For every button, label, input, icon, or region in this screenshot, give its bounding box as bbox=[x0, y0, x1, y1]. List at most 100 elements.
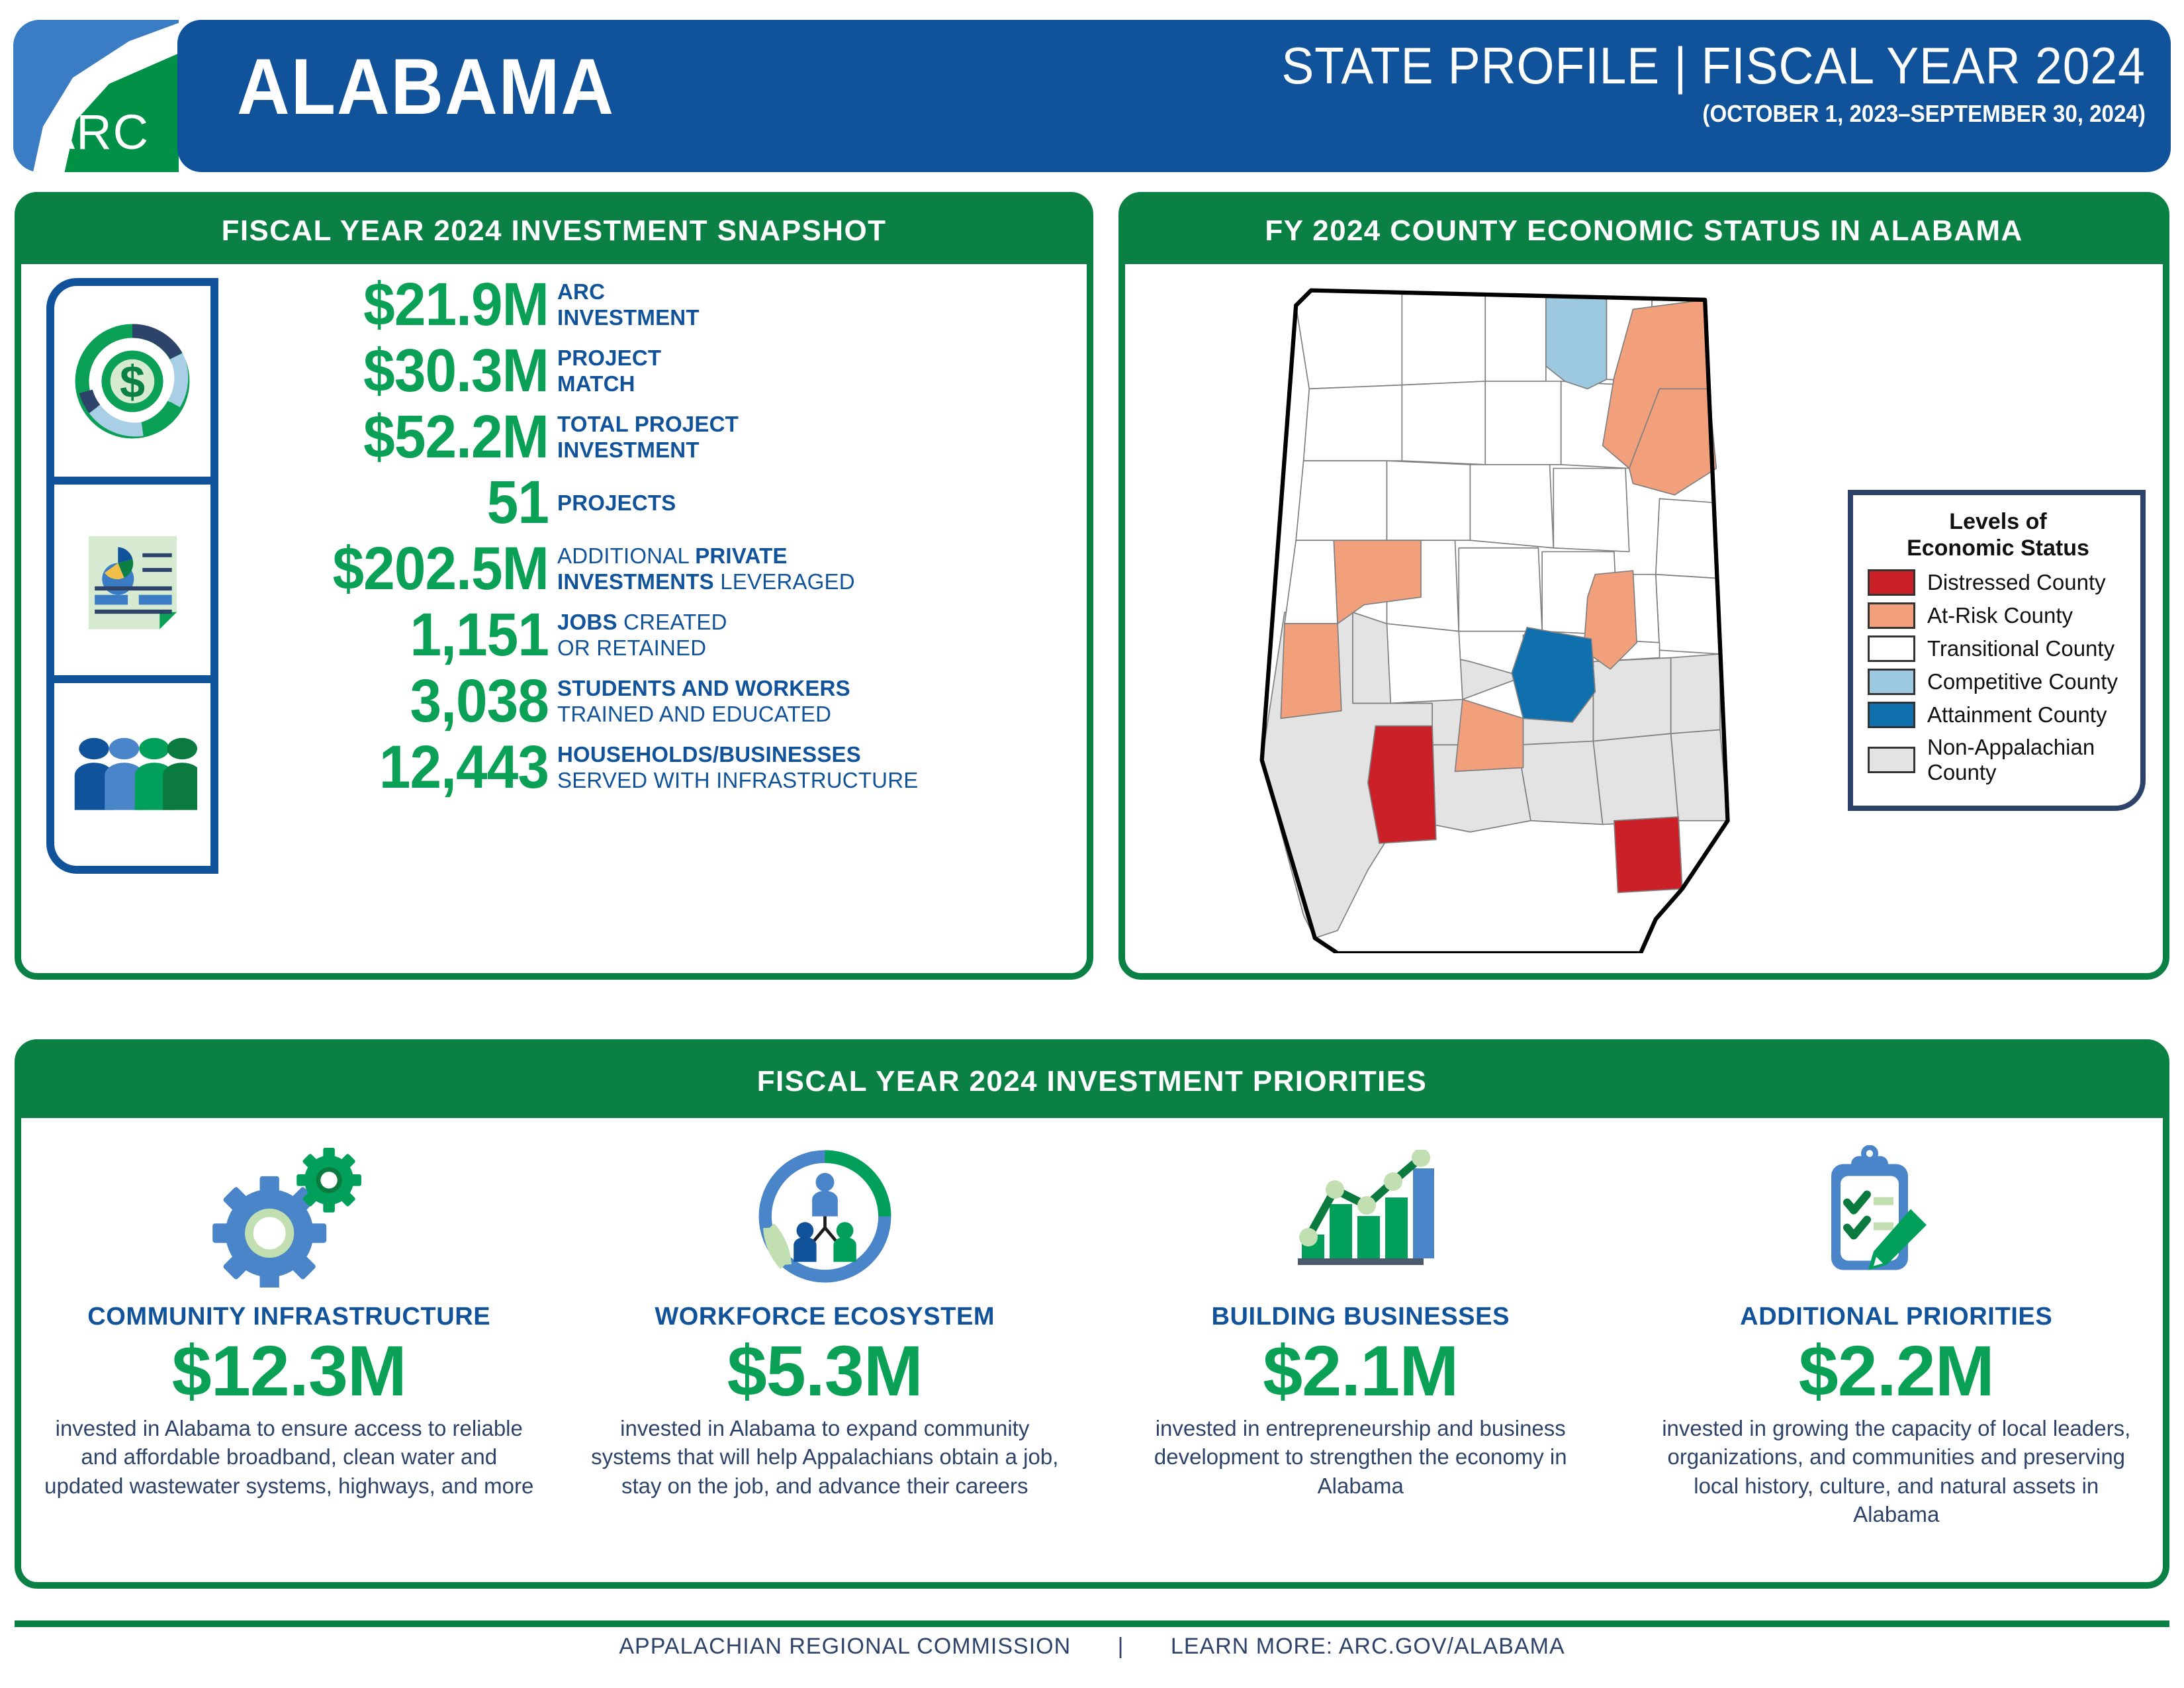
legend-swatch bbox=[1868, 669, 1915, 696]
legend-item-competitive: Competitive County bbox=[1868, 669, 2128, 696]
county-status-map-panel: FY 2024 COUNTY ECONOMIC STATUS IN ALABAM… bbox=[1118, 192, 2169, 980]
legend-swatch bbox=[1868, 569, 1915, 596]
priority-amount: $2.1M bbox=[1263, 1331, 1459, 1411]
stat-label: PROJECT MATCH bbox=[557, 346, 661, 397]
priority-card-additional-priorities: ADDITIONAL PRIORITIES $2.2M invested in … bbox=[1629, 1119, 2165, 1582]
priority-amount: $5.3M bbox=[727, 1331, 923, 1411]
page-title: ALABAMA bbox=[237, 42, 615, 131]
header-bar: ALABAMA STATE PROFILE | FISCAL YEAR 2024… bbox=[177, 20, 2171, 172]
legend-item-non-appalachian: Non-Appalachian County bbox=[1868, 735, 2128, 784]
legend-swatch bbox=[1868, 635, 1915, 663]
donut-dollar-icon-card: $ bbox=[46, 278, 218, 477]
priority-icon-wrap bbox=[1105, 1133, 1617, 1299]
page-header: ARC ALABAMA STATE PROFILE | FISCAL YEAR … bbox=[0, 20, 2184, 172]
priority-description: invested in entrepreneurship and busines… bbox=[1154, 1415, 1567, 1498]
stat-label-line2: OR RETAINED bbox=[557, 635, 707, 661]
stat-label-post: CREATED bbox=[617, 610, 727, 635]
legend-swatch bbox=[1868, 602, 1915, 630]
legend-item-transitional: Transitional County bbox=[1868, 635, 2128, 663]
header-right: STATE PROFILE | FISCAL YEAR 2024 (OCTOBE… bbox=[1226, 36, 2146, 128]
stat-label-bold: INVESTMENTS bbox=[557, 569, 714, 594]
stat-value: $21.9M bbox=[363, 271, 549, 338]
investment-priorities-panel: FISCAL YEAR 2024 INVESTMENT PRIORITIES bbox=[15, 1039, 2169, 1589]
legend-label: Transitional County bbox=[1927, 636, 2115, 661]
stat-jobs: 1,151 JOBS CREATED OR RETAINED bbox=[240, 604, 1067, 667]
legend-label: Attainment County bbox=[1927, 702, 2107, 727]
stat-label-post: LEVERAGED bbox=[713, 569, 855, 594]
stat-value: $52.2M bbox=[363, 402, 549, 471]
priority-description: invested in growing the capacity of loca… bbox=[1662, 1415, 2131, 1527]
investment-snapshot-panel: FISCAL YEAR 2024 INVESTMENT SNAPSHOT $ bbox=[15, 192, 1093, 980]
footer-divider bbox=[15, 1620, 2169, 1627]
stat-students-workers: 3,038 STUDENTS AND WORKERS TRAINED AND E… bbox=[240, 670, 1067, 733]
priorities-body: COMMUNITY INFRASTRUCTURE $12.3M invested… bbox=[21, 1119, 2164, 1582]
stat-label-line1: ADDITIONAL PRIVATE bbox=[557, 543, 855, 569]
priority-title: COMMUNITY INFRASTRUCTURE bbox=[87, 1303, 491, 1331]
map-panel-title: FY 2024 COUNTY ECONOMIC STATUS IN ALABAM… bbox=[1124, 198, 2163, 264]
stat-label-line2: MATCH bbox=[557, 371, 635, 396]
stat-label-line2: INVESTMENT bbox=[557, 437, 700, 462]
stat-arc-investment: $21.9M ARC INVESTMENT bbox=[240, 271, 1067, 338]
stat-label-line2: INVESTMENTS LEVERAGED bbox=[557, 569, 855, 595]
stat-label: ARC INVESTMENT bbox=[557, 279, 700, 331]
priority-description: invested in Alabama to expand community … bbox=[591, 1415, 1059, 1498]
stat-label-line1: STUDENTS AND WORKERS bbox=[557, 676, 850, 702]
legend-item-distressed: Distressed County bbox=[1868, 569, 2128, 596]
priority-title: ADDITIONAL PRIORITIES bbox=[1740, 1303, 2053, 1331]
legend-item-attainment: Attainment County bbox=[1868, 702, 2128, 729]
stat-value: $202.5M bbox=[332, 535, 549, 603]
priority-card-workforce-ecosystem: WORKFORCE ECOSYSTEM $5.3M invested in Al… bbox=[557, 1119, 1093, 1582]
page-footer: APPALACHIAN REGIONAL COMMISSION | LEARN … bbox=[0, 1634, 2184, 1660]
stat-label-line1: HOUSEHOLDS/BUSINESSES bbox=[557, 742, 918, 768]
legend-title-line2: Economic Status bbox=[1907, 536, 2089, 561]
legend-label: At-Risk County bbox=[1927, 603, 2073, 628]
people-group-icon-card bbox=[46, 675, 218, 874]
stat-label: TOTAL PROJECT INVESTMENT bbox=[557, 412, 739, 463]
gears-icon bbox=[212, 1147, 362, 1288]
alabama-map[interactable] bbox=[1191, 271, 1787, 956]
stat-projects: 51 PROJECTS bbox=[240, 472, 1067, 534]
stat-label: JOBS CREATED OR RETAINED bbox=[557, 610, 727, 661]
footer-link[interactable]: LEARN MORE: ARC.GOV/ALABAMA bbox=[1170, 1634, 1565, 1659]
footer-separator: | bbox=[1117, 1634, 1124, 1659]
stat-label: STUDENTS AND WORKERS TRAINED AND EDUCATE… bbox=[557, 676, 850, 727]
snapshot-panel-title: FISCAL YEAR 2024 INVESTMENT SNAPSHOT bbox=[21, 198, 1087, 264]
stat-label-line2: TRAINED AND EDUCATED bbox=[557, 701, 832, 726]
legend-swatch bbox=[1868, 702, 1915, 729]
stat-label: ADDITIONAL PRIVATE INVESTMENTS LEVERAGED bbox=[557, 543, 855, 595]
priority-icon-wrap bbox=[1641, 1133, 2153, 1299]
stat-value: 51 bbox=[486, 469, 549, 537]
report-chart-icon-card bbox=[46, 477, 218, 675]
legend-label: Distressed County bbox=[1927, 570, 2106, 595]
stat-value: 1,151 bbox=[410, 601, 549, 669]
stat-label-bold: STUDENTS AND WORKERS bbox=[557, 675, 850, 700]
stat-label-line2: SERVED WITH INFRASTRUCTURE bbox=[557, 767, 919, 792]
stat-label: HOUSEHOLDS/BUSINESSES SERVED WITH INFRAS… bbox=[557, 742, 918, 794]
stat-label-line2: INVESTMENT bbox=[557, 305, 700, 330]
priority-icon-wrap bbox=[33, 1133, 545, 1299]
priority-description: invested in Alabama to ensure access to … bbox=[44, 1415, 534, 1498]
legend-label: Competitive County bbox=[1927, 669, 2118, 694]
stat-label-bold: JOBS bbox=[557, 610, 617, 635]
stat-total-project-investment: $52.2M TOTAL PROJECT INVESTMENT bbox=[240, 406, 1067, 469]
priority-amount: $12.3M bbox=[171, 1331, 407, 1411]
map-legend: Levels of Economic Status Distressed Cou… bbox=[1848, 490, 2146, 812]
legend-label: Non-Appalachian County bbox=[1927, 735, 2095, 784]
priority-title: BUILDING BUSINESSES bbox=[1211, 1303, 1510, 1331]
stat-label-bold: HOUSEHOLDS/BUSINESSES bbox=[557, 741, 861, 767]
stat-label-bold: PRIVATE bbox=[695, 543, 788, 569]
stat-label-line1: JOBS CREATED bbox=[557, 610, 727, 635]
stat-label-line1: PROJECT bbox=[557, 345, 662, 370]
stat-label: PROJECTS bbox=[557, 490, 676, 515]
snapshot-icon-column: $ bbox=[46, 278, 218, 874]
priority-icon-wrap bbox=[569, 1133, 1081, 1299]
stat-households-businesses: 12,443 HOUSEHOLDS/BUSINESSES SERVED WITH… bbox=[240, 736, 1067, 799]
snapshot-stats-list: $21.9M ARC INVESTMENT $30.3M PROJECT MAT… bbox=[240, 271, 1067, 803]
priorities-panel-title: FISCAL YEAR 2024 INVESTMENT PRIORITIES bbox=[21, 1045, 2163, 1118]
arc-logo: ARC bbox=[13, 20, 179, 172]
stat-label-pre: ADDITIONAL bbox=[557, 543, 696, 569]
stat-private-investments: $202.5M ADDITIONAL PRIVATE INVESTMENTS L… bbox=[240, 538, 1067, 600]
donut-dollar-icon: $ bbox=[75, 324, 190, 439]
header-date-range: (OCTOBER 1, 2023–SEPTEMBER 30, 2024) bbox=[1702, 100, 2146, 127]
stat-project-match: $30.3M PROJECT MATCH bbox=[240, 340, 1067, 402]
